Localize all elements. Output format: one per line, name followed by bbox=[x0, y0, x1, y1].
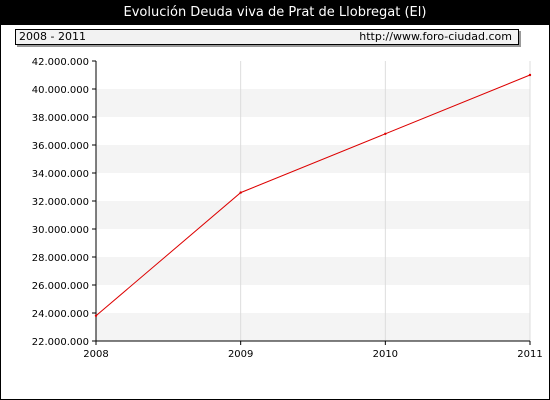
y-tick-labels: 22.000.000 24.000.000 26.000.000 28.000.000… bbox=[32, 57, 89, 348]
y-tick-label: 24.000.000 bbox=[32, 309, 89, 320]
grid-lines bbox=[240, 61, 531, 341]
data-point bbox=[239, 191, 242, 194]
data-point bbox=[384, 132, 387, 135]
y-tick-label: 38.000.000 bbox=[32, 113, 89, 124]
x-tick-label: 2010 bbox=[373, 349, 398, 360]
plot-band bbox=[96, 117, 530, 145]
plot-band bbox=[96, 89, 530, 117]
y-tick-label: 42.000.000 bbox=[32, 57, 89, 68]
y-tick-label: 30.000.000 bbox=[32, 225, 89, 236]
plot-band bbox=[96, 313, 530, 341]
data-point bbox=[528, 73, 532, 77]
subtitle-bar: 2008 - 2011 http://www.foro-ciudad.com bbox=[15, 29, 519, 45]
chart-title: Evolución Deuda viva de Prat de Llobrega… bbox=[1, 1, 549, 25]
plot-band bbox=[96, 145, 530, 173]
x-tick-labels: 2008 2009 2010 2011 bbox=[83, 349, 542, 360]
plot-band bbox=[96, 229, 530, 257]
y-tick-label: 32.000.000 bbox=[32, 197, 89, 208]
series-group bbox=[94, 73, 532, 317]
series-line bbox=[95, 74, 531, 317]
x-tick-label: 2011 bbox=[517, 349, 542, 360]
plot-band bbox=[96, 61, 530, 89]
plot-band bbox=[96, 173, 530, 201]
data-point bbox=[94, 314, 98, 317]
plot-band bbox=[96, 257, 530, 285]
y-tick-label: 36.000.000 bbox=[32, 141, 89, 152]
y-tick-label: 26.000.000 bbox=[32, 281, 89, 292]
x-tick-label: 2009 bbox=[228, 349, 253, 360]
axes bbox=[92, 60, 531, 345]
plot-band bbox=[96, 201, 530, 229]
y-tick-label: 28.000.000 bbox=[32, 253, 89, 264]
y-tick-label: 22.000.000 bbox=[32, 337, 89, 348]
plot-bands bbox=[96, 61, 530, 341]
plot-band bbox=[96, 285, 530, 313]
year-range-label: 2008 - 2011 bbox=[19, 30, 86, 43]
y-tick-label: 34.000.000 bbox=[32, 169, 89, 180]
y-tick-label: 40.000.000 bbox=[32, 85, 89, 96]
x-tick-label: 2008 bbox=[83, 349, 108, 360]
source-url: http://www.foro-ciudad.com bbox=[359, 30, 512, 43]
